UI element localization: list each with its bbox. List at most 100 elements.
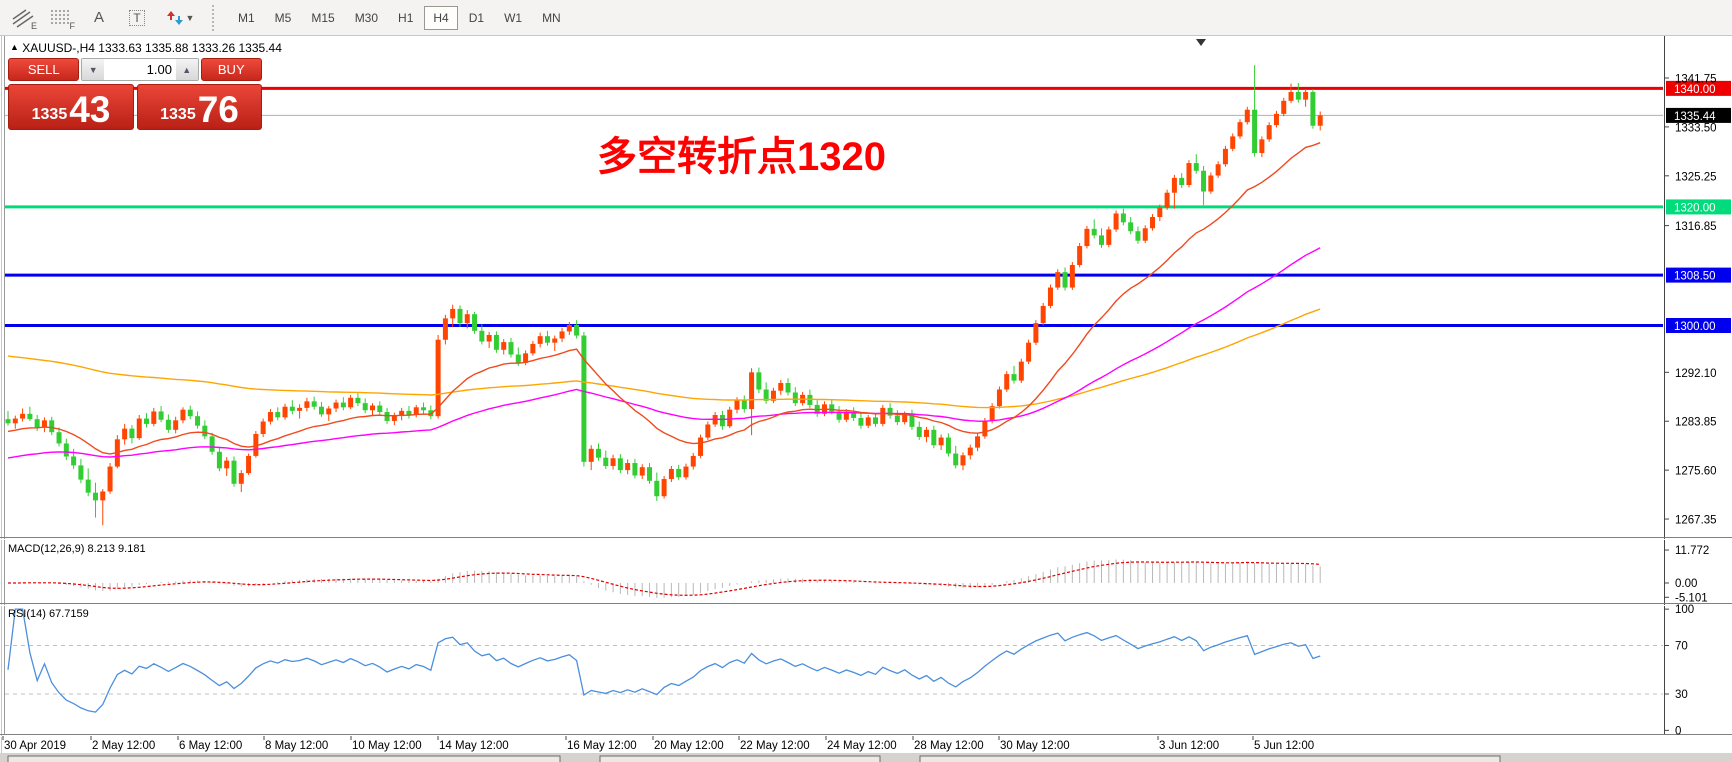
candle[interactable] (486, 334, 492, 342)
candle[interactable] (27, 413, 33, 420)
candle[interactable] (187, 409, 193, 417)
candle[interactable] (56, 432, 62, 444)
candle[interactable] (297, 407, 303, 411)
symbol-collapse-icon[interactable]: ▲ (10, 42, 19, 52)
candle[interactable] (326, 408, 332, 415)
timeframe-button-m30[interactable]: M30 (354, 10, 379, 25)
candle[interactable] (501, 342, 507, 350)
candle[interactable] (785, 382, 791, 393)
candle[interactable] (756, 372, 762, 390)
candle[interactable] (1281, 100, 1287, 114)
candle[interactable] (1208, 175, 1214, 192)
candle[interactable] (493, 334, 499, 350)
candle[interactable] (71, 456, 77, 466)
candle[interactable] (158, 411, 164, 420)
candle[interactable] (931, 429, 937, 446)
candle[interactable] (1230, 136, 1236, 149)
candle[interactable] (1011, 374, 1017, 381)
candle[interactable] (960, 455, 966, 466)
time-axis-label[interactable]: 16 May 12:00 (567, 740, 637, 752)
candle[interactable] (778, 382, 784, 391)
candle[interactable] (792, 392, 798, 404)
candle[interactable] (902, 414, 908, 423)
candle[interactable] (1237, 122, 1243, 137)
text-box-tool-icon[interactable]: T (120, 4, 154, 32)
candle[interactable] (880, 407, 886, 424)
candle[interactable] (581, 335, 587, 462)
candle[interactable] (457, 308, 463, 324)
candle[interactable] (1084, 228, 1090, 247)
time-axis-label[interactable]: 28 May 12:00 (914, 740, 984, 752)
timeframe-button-h4[interactable]: H4 (424, 5, 458, 30)
chart-shift-marker[interactable] (1196, 39, 1206, 46)
candle[interactable] (435, 339, 441, 417)
candle[interactable] (1099, 235, 1104, 245)
candle[interactable] (873, 417, 879, 424)
candle[interactable] (552, 338, 558, 343)
candle[interactable] (829, 404, 835, 412)
timeframe-button-w1[interactable]: W1 (504, 10, 523, 25)
candle[interactable] (282, 406, 288, 418)
candle[interactable] (661, 479, 667, 497)
candle[interactable] (165, 419, 171, 430)
arrow-tools-icon[interactable]: ▼ (158, 4, 202, 32)
candle[interactable] (340, 402, 346, 408)
candle[interactable] (610, 458, 616, 466)
candle[interactable] (763, 389, 769, 401)
candle[interactable] (311, 401, 317, 407)
candle[interactable] (967, 447, 973, 456)
candle[interactable] (1033, 323, 1039, 343)
candle[interactable] (377, 405, 383, 413)
time-axis-label[interactable]: 22 May 12:00 (740, 740, 810, 752)
candle[interactable] (333, 402, 339, 409)
candle[interactable] (107, 466, 113, 492)
candle[interactable] (770, 390, 776, 401)
candle[interactable] (5, 419, 11, 424)
candle[interactable] (391, 415, 397, 421)
candle[interactable] (1077, 246, 1083, 266)
candle[interactable] (953, 453, 959, 466)
equidistant-channel-tool-icon[interactable]: E (6, 4, 40, 32)
candle[interactable] (523, 353, 529, 363)
candle[interactable] (894, 415, 900, 423)
time-axis-label[interactable]: 2 May 12:00 (92, 740, 155, 752)
candle[interactable] (996, 389, 1002, 407)
candle[interactable] (1215, 164, 1221, 176)
candle[interactable] (515, 354, 521, 363)
candle[interactable] (537, 336, 543, 344)
volume-input[interactable] (103, 59, 176, 80)
candle[interactable] (690, 455, 696, 467)
candle[interactable] (216, 451, 222, 469)
candle[interactable] (945, 437, 951, 454)
candle[interactable] (836, 411, 842, 420)
candle[interactable] (413, 407, 419, 416)
candle[interactable] (136, 418, 142, 439)
candle[interactable] (734, 400, 740, 410)
time-axis-label[interactable]: 24 May 12:00 (827, 740, 897, 752)
candle[interactable] (260, 421, 266, 434)
volume-increase-button[interactable]: ▲ (175, 59, 198, 80)
candle[interactable] (238, 473, 244, 484)
candle[interactable] (1244, 109, 1250, 123)
candle[interactable] (1310, 91, 1316, 126)
buy-price-tile[interactable]: 1335 76 (137, 84, 262, 130)
candle[interactable] (348, 397, 354, 408)
buy-button[interactable]: BUY (200, 58, 263, 81)
candle[interactable] (1004, 374, 1010, 390)
candle[interactable] (1062, 272, 1068, 288)
candle[interactable] (843, 412, 849, 420)
candle[interactable] (1222, 148, 1228, 165)
candle[interactable] (1040, 305, 1046, 324)
candle[interactable] (916, 426, 922, 437)
candle[interactable] (318, 406, 324, 415)
candle[interactable] (289, 406, 295, 411)
candle[interactable] (508, 342, 514, 355)
time-axis-label[interactable]: 14 May 12:00 (439, 740, 509, 752)
chart-canvas[interactable]: 1340.00 1320.00 1308.50 1300.00 1341.75 1333.… (0, 36, 1732, 762)
candle[interactable] (151, 411, 157, 424)
sell-price-tile[interactable]: 1335 43 (8, 84, 134, 130)
candle[interactable] (719, 415, 725, 427)
candle[interactable] (129, 428, 135, 439)
time-axis-label[interactable]: 3 Jun 12:00 (1159, 740, 1219, 752)
time-axis-label[interactable]: 5 Jun 12:00 (1254, 740, 1314, 752)
